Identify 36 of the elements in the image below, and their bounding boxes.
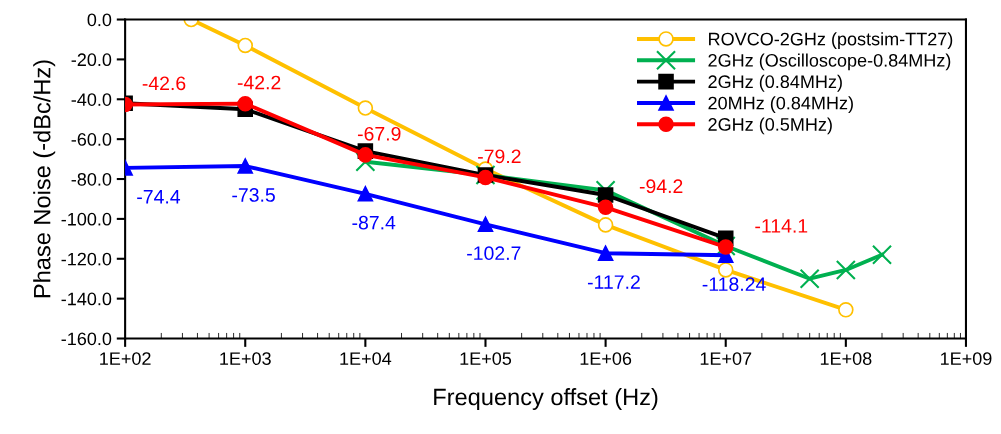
x-axis-title: Frequency offset (Hz): [434, 387, 658, 410]
data-label: -74.4: [137, 190, 181, 204]
data-label: -118.24: [702, 277, 766, 292]
x-tick-label: 1E+08: [820, 352, 872, 365]
x-tick-label: 1E+03: [220, 352, 271, 365]
data-label: -42.6: [142, 76, 186, 91]
data-label: -42.2: [237, 75, 281, 90]
x-tick-label: 1E+04: [340, 352, 392, 365]
x-tick-label: 1E+02: [100, 352, 151, 365]
y-tick-label: -20.0: [71, 53, 112, 67]
y-tick-label: -140.0: [61, 292, 112, 306]
data-label: -114.1: [755, 219, 808, 233]
y-axis-title: Phase Noise (-dBc/Hz): [33, 60, 56, 298]
y-tick-label: -40.0: [71, 93, 112, 106]
x-tick-label: 1E+09: [940, 352, 992, 365]
legend-label: 20MHz (0.84MHz): [708, 96, 853, 114]
y-tick-label: 0.0: [87, 13, 112, 27]
x-tick-label: 1E+06: [580, 352, 632, 365]
legend-label: 2GHz (Oscilloscope-0.84MHz): [708, 53, 951, 71]
data-label: -79.2: [478, 149, 521, 164]
y-tick-label: -160.0: [61, 332, 112, 346]
data-label: -117.2: [587, 275, 640, 289]
data-label: -102.7: [467, 246, 521, 261]
y-tick-label: -120.0: [61, 252, 112, 266]
y-tick-label: -100.0: [61, 212, 112, 226]
data-label: -94.2: [639, 179, 683, 194]
y-tick-label: -60.0: [71, 133, 112, 146]
data-label: -67.9: [357, 126, 401, 141]
y-tick-label: -80.0: [71, 172, 112, 186]
legend-label: ROVCO-2GHz (postsim-TT27): [709, 32, 953, 49]
legend-label: 2GHz (0.84MHz): [708, 74, 842, 92]
data-label: -87.4: [352, 215, 396, 230]
x-tick-label: 1E+05: [460, 352, 512, 365]
data-label: -73.5: [232, 188, 275, 202]
x-tick-label: 1E+07: [700, 352, 752, 365]
legend-label: 2GHz (0.5MHz): [708, 117, 832, 135]
